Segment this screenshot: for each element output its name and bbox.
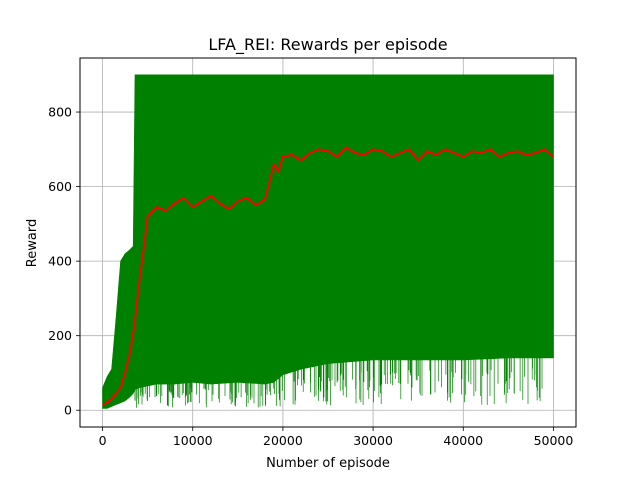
x-axis-label: Number of episode — [266, 456, 390, 471]
x-tick-label: 50000 — [534, 433, 574, 448]
plot-area — [102, 74, 555, 409]
y-tick-label: 600 — [48, 179, 72, 194]
x-tick-label: 30000 — [353, 433, 393, 448]
x-tick-label: 20000 — [263, 433, 303, 448]
x-tick-label: 40000 — [443, 433, 483, 448]
y-tick-label: 800 — [48, 105, 72, 120]
x-tick-label: 0 — [99, 433, 107, 448]
y-tick-label: 200 — [48, 328, 72, 343]
y-tick-label: 0 — [64, 403, 72, 418]
reward-noise-spikes — [134, 358, 543, 408]
plot-frame — [79, 57, 577, 428]
y-axis-label: Reward — [25, 219, 40, 267]
axis-ticks: 0 10000 20000 30000 40000 50000 0 200 400 600 800 — [48, 105, 573, 448]
x-tick-label: 10000 — [173, 433, 213, 448]
reward-range-band — [102, 74, 554, 409]
mean-reward-line — [102, 146, 555, 406]
y-tick-label: 400 — [48, 254, 72, 269]
chart-title: LFA_REI: Rewards per episode — [208, 35, 447, 55]
